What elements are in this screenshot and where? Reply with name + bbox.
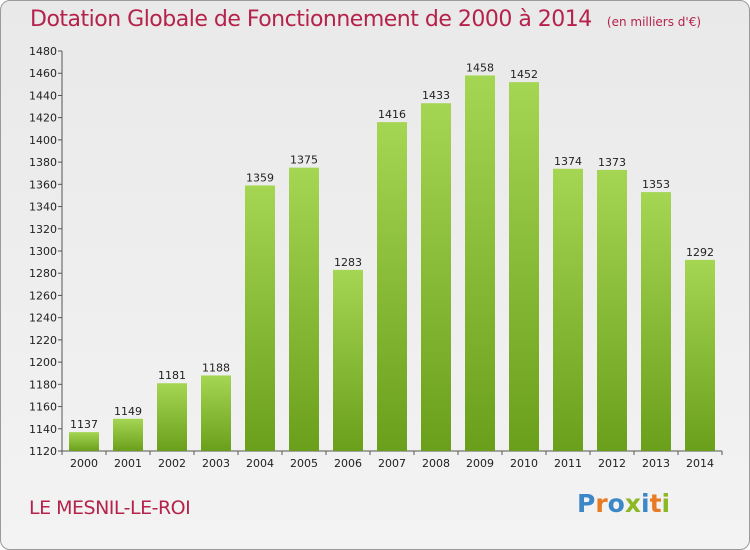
chart-data-labels: 1137 1149 1181 1188 1359 1375 1283 1416 1433 1458…: [70, 61, 714, 431]
bar-value-label: 1149: [114, 405, 142, 418]
y-tick-label: 1220: [29, 334, 57, 347]
bar: [289, 167, 319, 451]
chart-bars: [69, 75, 715, 451]
bar-value-label: 1283: [334, 256, 362, 269]
y-tick-label: 1420: [29, 112, 57, 125]
x-tick-label: 2007: [378, 457, 406, 470]
bar-value-label: 1416: [378, 108, 406, 121]
y-tick-label: 1280: [29, 267, 57, 280]
chart-title: Dotation Globale de Fonctionnement de 20…: [30, 7, 592, 32]
town-name: LE MESNIL-LE-ROI: [29, 497, 191, 519]
y-tick-label: 1460: [29, 67, 57, 80]
y-tick-label: 1400: [29, 134, 57, 147]
logo-letter: i: [641, 489, 650, 518]
logo-letter: i: [661, 489, 671, 518]
bar: [597, 169, 627, 451]
bar: [113, 418, 143, 451]
bar: [245, 185, 275, 451]
proxiti-logo[interactable]: Proxiti: [577, 489, 670, 518]
bar: [421, 103, 451, 451]
y-tick-label: 1200: [29, 356, 57, 369]
x-tick-label: 2003: [202, 457, 230, 470]
chart-axes: 1120 1140 1160 1180 1200 1220 1240 1260 1280 1300…: [29, 45, 723, 470]
y-tick-label: 1300: [29, 245, 57, 258]
x-tick-label: 2012: [598, 457, 626, 470]
bar: [465, 75, 495, 451]
y-tick-label: 1440: [29, 89, 57, 102]
bar-value-label: 1375: [290, 154, 318, 167]
logo-letter: r: [595, 489, 608, 518]
y-tick-label: 1260: [29, 289, 57, 302]
chart-header: Dotation Globale de Fonctionnement de 20…: [30, 7, 701, 32]
x-tick-label: 2006: [334, 457, 362, 470]
logo-letter: o: [607, 489, 625, 518]
x-tick-label: 2011: [554, 457, 582, 470]
x-tick-label: 2001: [114, 457, 142, 470]
bar-value-label: 1373: [598, 156, 626, 169]
bar: [377, 122, 407, 451]
bar-value-label: 1181: [158, 369, 186, 382]
x-tick-label: 2005: [290, 457, 318, 470]
logo-letter: x: [624, 489, 641, 518]
y-tick-label: 1320: [29, 223, 57, 236]
x-tick-label: 2008: [422, 457, 450, 470]
y-tick-label: 1120: [29, 445, 57, 458]
bar-value-label: 1353: [642, 178, 670, 191]
bar-value-label: 1374: [554, 155, 582, 168]
y-tick-label: 1140: [29, 423, 57, 436]
logo-letter: t: [649, 489, 662, 518]
bar: [641, 192, 671, 451]
y-tick-label: 1360: [29, 178, 57, 191]
bar: [157, 383, 187, 451]
x-tick-label: 2014: [686, 457, 714, 470]
bar-value-label: 1137: [70, 418, 98, 431]
chart-unit: (en milliers d'€): [606, 15, 702, 29]
y-tick-label: 1180: [29, 378, 57, 391]
y-tick-label: 1340: [29, 201, 57, 214]
bar: [553, 168, 583, 451]
x-tick-label: 2013: [642, 457, 670, 470]
bar: [509, 82, 539, 451]
bar: [201, 375, 231, 451]
x-tick-label: 2009: [466, 457, 494, 470]
bar-value-label: 1452: [510, 68, 538, 81]
logo-letter: P: [577, 489, 596, 518]
bar-value-label: 1458: [466, 61, 494, 74]
bar-value-label: 1188: [202, 361, 230, 374]
y-tick-label: 1380: [29, 156, 57, 169]
bar: [685, 259, 715, 451]
x-tick-label: 2004: [246, 457, 274, 470]
bar-value-label: 1359: [246, 171, 274, 184]
y-tick-label: 1480: [29, 45, 57, 58]
bar-value-label: 1292: [686, 246, 714, 259]
x-tick-label: 2000: [70, 457, 98, 470]
bar: [333, 269, 363, 451]
x-tick-label: 2002: [158, 457, 186, 470]
x-tick-label: 2010: [510, 457, 538, 470]
bar: [69, 432, 99, 451]
y-tick-label: 1240: [29, 312, 57, 325]
bar-value-label: 1433: [422, 89, 450, 102]
y-tick-label: 1160: [29, 401, 57, 414]
